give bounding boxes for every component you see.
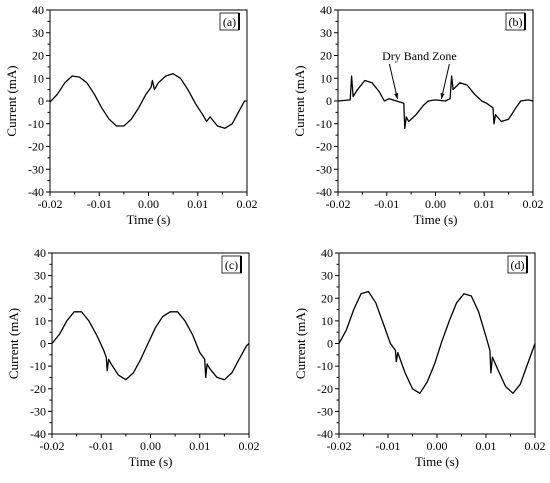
y-tick-label: 40 — [34, 246, 46, 260]
y-tick-label: 20 — [320, 49, 332, 63]
panel-2: -0.02 -0.01 0.00 0.01 0.02 40 30 20 10 0 -10 -20 -30… — [292, 3, 544, 227]
y-tick-label: -10 — [30, 359, 46, 373]
panel-4: -0.02 -0.01 0.00 0.01 0.02 40 30 20 10 0 -10 -20 -30… — [293, 246, 546, 469]
y-tick-label: 0 — [40, 337, 46, 351]
x-tick-label: -0.02 — [326, 197, 351, 211]
x-tick-label: -0.01 — [87, 197, 112, 211]
y-tick-label: -10 — [317, 359, 333, 373]
y-tick-label: -10 — [28, 117, 44, 131]
y-tick-label: 0 — [38, 94, 44, 108]
series-line-1 — [51, 311, 250, 381]
y-tick-label: -40 — [30, 427, 46, 441]
x-tick-label: -0.02 — [327, 439, 352, 453]
y-tick-label: 20 — [34, 291, 46, 305]
panel-label: (b) — [509, 15, 523, 29]
y-tick-label: -20 — [316, 140, 332, 154]
panel-3: -0.02 -0.01 0.00 0.01 0.02 40 30 20 10 0 -10 -20 -30… — [6, 246, 260, 469]
x-tick-label: -0.02 — [40, 439, 65, 453]
x-axis-label: Time (s) — [414, 212, 458, 227]
x-tick-label: 0.01 — [187, 197, 208, 211]
y-tick-label: -30 — [28, 162, 44, 176]
panel-1: -0.02 -0.01 0.00 0.01 0.02 40 30 20 10 0 -10 -20 -30… — [4, 3, 258, 227]
x-tick-label: 0.02 — [237, 197, 258, 211]
plot-frame — [51, 252, 250, 435]
x-tick-label: 0.00 — [425, 197, 446, 211]
y-tick-label: 40 — [321, 246, 333, 260]
series-line-1 — [49, 73, 247, 129]
y-tick-label: -20 — [30, 382, 46, 396]
x-tick-label: -0.01 — [89, 439, 114, 453]
annotation-text: Dry Band Zone — [382, 49, 457, 63]
x-tick-label: -0.01 — [376, 439, 401, 453]
annotation-arrowhead — [440, 93, 445, 99]
plot-frame — [49, 9, 248, 193]
y-tick-label: -40 — [28, 185, 44, 199]
x-axis-label: Time (s) — [129, 454, 173, 469]
y-tick-label: 10 — [321, 314, 333, 328]
y-tick-label: -30 — [317, 404, 333, 418]
annotation-arrow — [440, 63, 450, 100]
panel-label: (d) — [511, 258, 525, 272]
y-tick-label: -20 — [317, 382, 333, 396]
x-tick-label: 0.01 — [189, 439, 210, 453]
y-tick-label: 30 — [32, 26, 44, 40]
x-tick-label: 0.01 — [476, 439, 497, 453]
y-tick-label: 0 — [326, 94, 332, 108]
annotation-arrow — [388, 63, 398, 100]
y-tick-label: 20 — [32, 49, 44, 63]
y-tick-label: 30 — [321, 269, 333, 283]
y-tick-label: -40 — [316, 185, 332, 199]
y-axis-label: Current (mA) — [4, 65, 19, 136]
y-tick-label: 20 — [321, 291, 333, 305]
x-tick-label: 0.00 — [140, 439, 161, 453]
annotation-arrowhead — [394, 93, 399, 99]
y-tick-label: 30 — [320, 26, 332, 40]
plot-frame — [337, 9, 534, 193]
x-tick-label: 0.00 — [427, 439, 448, 453]
y-tick-label: 0 — [327, 337, 333, 351]
x-tick-label: -0.01 — [374, 197, 399, 211]
y-tick-label: 30 — [34, 269, 46, 283]
y-tick-label: -30 — [316, 162, 332, 176]
series-line-1 — [337, 75, 534, 129]
x-tick-label: -0.02 — [38, 197, 63, 211]
x-axis-label: Time (s) — [127, 212, 171, 227]
x-tick-label: 0.02 — [525, 439, 546, 453]
plot-frame — [338, 252, 536, 435]
y-tick-label: -20 — [28, 140, 44, 154]
y-tick-label: 40 — [32, 3, 44, 17]
x-tick-label: 0.01 — [474, 197, 495, 211]
x-tick-label: 0.02 — [239, 439, 260, 453]
y-tick-label: 40 — [320, 3, 332, 17]
series-line-1 — [338, 290, 536, 394]
y-tick-label: 10 — [320, 71, 332, 85]
y-tick-label: 10 — [34, 314, 46, 328]
y-tick-label: 10 — [32, 71, 44, 85]
y-tick-label: -30 — [30, 404, 46, 418]
y-axis-label: Current (mA) — [292, 65, 307, 136]
x-axis-label: Time (s) — [415, 454, 459, 469]
y-axis-label: Current (mA) — [6, 308, 21, 379]
y-tick-label: -40 — [317, 427, 333, 441]
y-tick-label: -10 — [316, 117, 332, 131]
x-tick-label: 0.00 — [138, 197, 159, 211]
x-tick-label: 0.02 — [523, 197, 544, 211]
panel-label: (a) — [223, 15, 236, 29]
panel-label: (c) — [225, 258, 238, 272]
y-axis-label: Current (mA) — [293, 308, 308, 379]
